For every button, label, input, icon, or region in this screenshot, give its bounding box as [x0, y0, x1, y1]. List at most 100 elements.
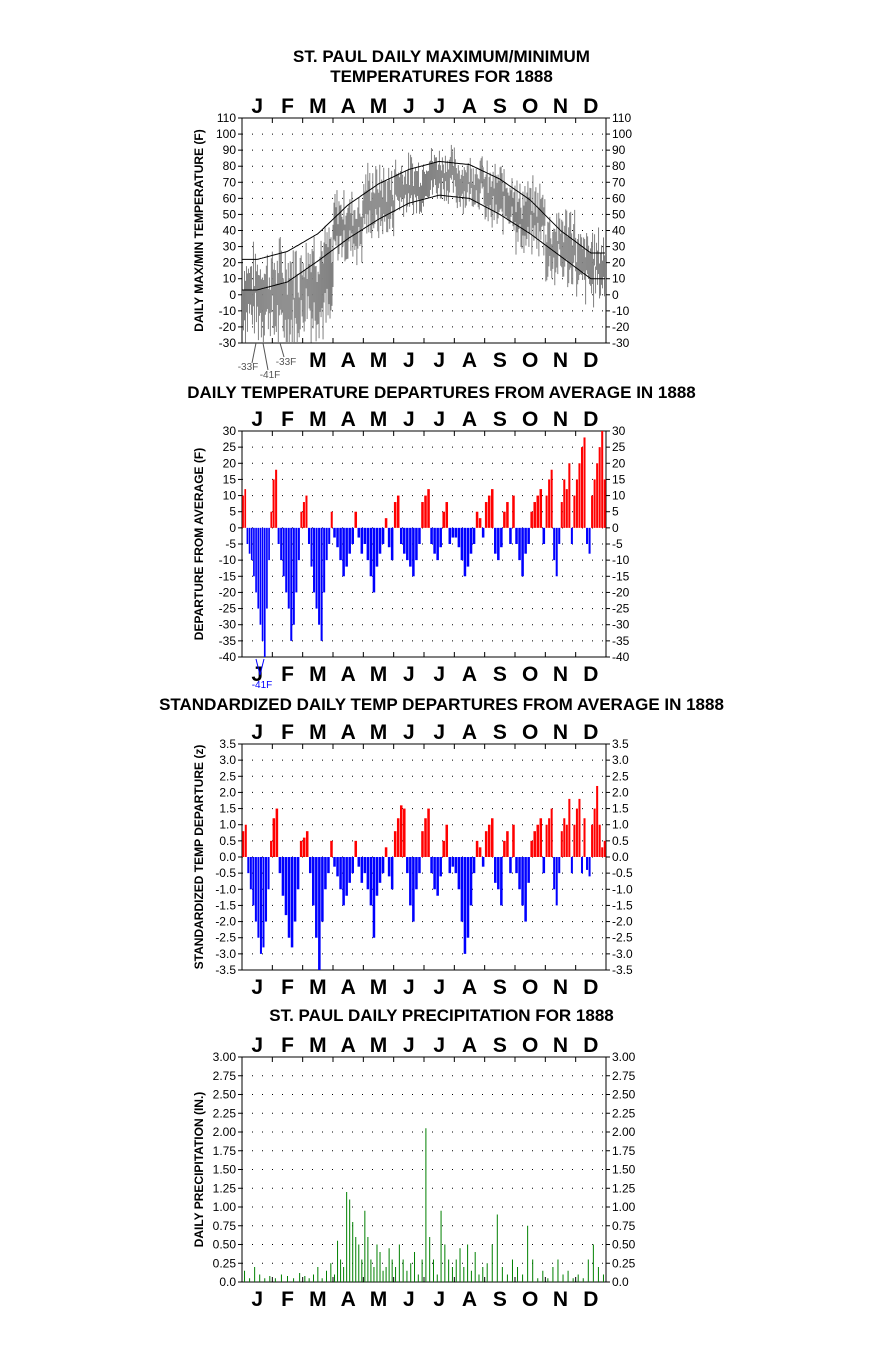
positive-departure-bar: [539, 818, 543, 857]
negative-departure-bar: [497, 857, 500, 890]
negative-departure-bar: [280, 527, 283, 561]
negative-departure-bar: [518, 857, 521, 890]
positive-departure-bar: [403, 808, 406, 857]
panel1-month-bottom: M: [370, 349, 388, 372]
panel2-ytick-right: -30: [612, 618, 630, 632]
panel4-month-top: F: [281, 1034, 294, 1057]
panel2-month-top: J: [403, 408, 415, 431]
panel3-month-top: J: [433, 721, 445, 744]
negative-departure-bar: [375, 527, 379, 567]
precip-bar: [567, 1270, 569, 1282]
negative-departure-bar: [357, 527, 361, 538]
negative-departure-bar: [509, 527, 512, 544]
panel1-month-bottom: A: [341, 349, 356, 372]
negative-departure-bar: [542, 527, 546, 544]
panel2-month-top: M: [370, 408, 388, 431]
panel3-ytick-right: 3.5: [612, 737, 629, 751]
precip-bar: [304, 1276, 306, 1282]
negative-departure-bar: [448, 857, 452, 874]
precip-bar: [451, 1267, 453, 1282]
positive-departure-bar: [475, 511, 479, 528]
negative-departure-bar: [469, 857, 473, 906]
negative-departure-bar: [466, 527, 470, 567]
panel4-month-top: A: [341, 1034, 356, 1057]
negative-departure-bar: [369, 857, 373, 906]
precip-bar: [388, 1248, 390, 1282]
negative-departure-bar: [287, 857, 291, 938]
negative-departure-bar: [320, 527, 323, 641]
precip-bar: [587, 1259, 589, 1282]
precip-bar: [522, 1274, 524, 1282]
positive-departure-bar: [593, 808, 596, 857]
panel2-month-bottom: J: [403, 663, 415, 686]
negative-departure-bar: [588, 857, 591, 877]
panel2-month-top: A: [462, 408, 477, 431]
negative-departure-bar: [259, 527, 262, 625]
positive-departure-bar: [244, 824, 247, 857]
positive-departure-bar: [445, 824, 449, 857]
negative-departure-bar: [415, 527, 418, 561]
negative-departure-bar: [500, 857, 503, 906]
panel4-month-bottom: J: [403, 1288, 415, 1311]
panel1-month-top: D: [583, 95, 598, 118]
positive-departure-bar: [596, 463, 599, 528]
precip-bar: [414, 1252, 416, 1282]
panel1-month-top: F: [281, 95, 294, 118]
precip-bar: [486, 1263, 488, 1282]
negative-departure-bar: [521, 857, 524, 906]
panel2-ytick-left: 5: [229, 505, 236, 519]
negative-departure-bar: [403, 527, 406, 554]
positive-departure-bar: [591, 495, 594, 528]
panel2-ytick-left: 0: [229, 521, 236, 535]
panel3-month-bottom: S: [493, 976, 507, 999]
panel2-ytick-left: 30: [223, 424, 237, 438]
negative-departure-bar: [472, 527, 476, 544]
positive-departure-bar: [275, 808, 279, 857]
negative-departure-bar: [369, 527, 373, 577]
panel1-ytick-right: -10: [612, 304, 630, 318]
panel4-ytick-left: 2.25: [213, 1106, 237, 1120]
negative-departure-bar: [363, 527, 367, 544]
positive-departure-bar: [533, 831, 536, 857]
panel3-title: STANDARDIZED DAILY TEMP DEPARTURES FROM …: [0, 695, 883, 715]
negative-departure-bar: [466, 857, 470, 938]
panel2-ytick-left: -20: [219, 585, 237, 599]
panel1-ytick-right: 100: [612, 127, 632, 141]
precip-bar: [321, 1278, 323, 1282]
positive-departure-bar: [563, 479, 566, 528]
panel4-ytick-right: 1.25: [612, 1181, 636, 1195]
positive-departure-bar: [445, 502, 449, 528]
positive-departure-bar: [601, 847, 604, 857]
panel2-month-top: D: [583, 408, 598, 431]
positive-departure-bar: [242, 495, 244, 528]
panel4-month-bottom: A: [341, 1288, 356, 1311]
positive-departure-bar: [427, 489, 430, 528]
precip-bar: [582, 1278, 584, 1282]
precip-bar: [337, 1240, 339, 1282]
negative-departure-bar: [381, 527, 385, 544]
positive-departure-bar: [475, 840, 479, 857]
panel1-ytick-left: 10: [223, 272, 237, 286]
positive-departure-bar: [548, 818, 551, 857]
panel3-month-bottom: A: [462, 976, 477, 999]
panel4-ytick-left: 3.00: [213, 1050, 237, 1064]
panel1-ytick-left: 110: [217, 111, 236, 125]
panel1-ytick-right: 80: [612, 159, 626, 173]
negative-departure-bar: [345, 857, 348, 896]
negative-departure-bar: [555, 527, 558, 577]
positive-departure-bar: [575, 479, 578, 528]
panel1-ytick-right: -20: [612, 320, 630, 334]
negative-departure-bar: [588, 527, 591, 554]
panel2-month-bottom: S: [493, 663, 507, 686]
positive-departure-bar: [545, 495, 548, 528]
panel1-ytick-right: -30: [612, 336, 630, 350]
panel1-month-top: M: [309, 95, 327, 118]
precip-bar: [602, 1274, 604, 1282]
precip-bar: [537, 1278, 539, 1282]
precip-bar: [346, 1192, 348, 1282]
precip-bar: [254, 1267, 256, 1282]
panel2-month-top: A: [341, 408, 356, 431]
negative-departure-bar: [433, 857, 436, 890]
negative-departure-bar: [360, 857, 364, 883]
